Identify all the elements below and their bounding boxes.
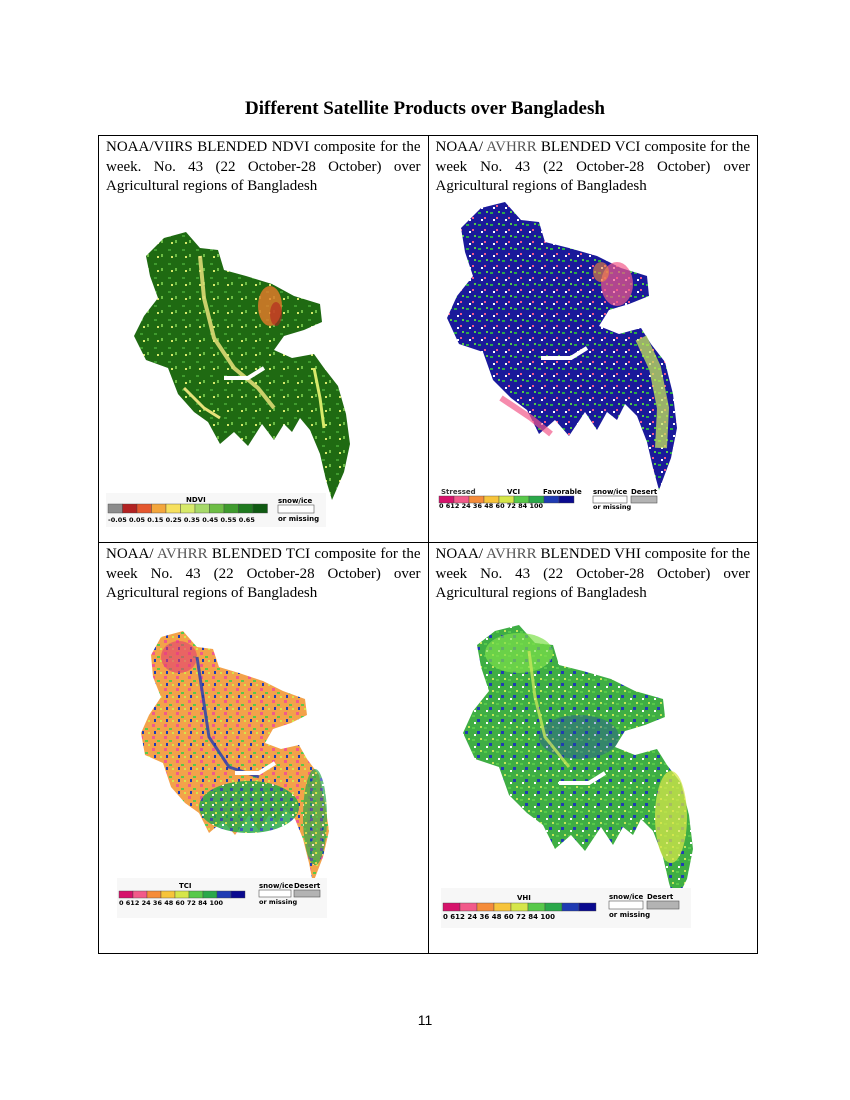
legend-swatch <box>230 890 246 899</box>
tci-snow-swatch <box>258 889 292 898</box>
legend-swatch <box>510 902 528 912</box>
vci-favorable-label: Favorable <box>543 488 582 496</box>
vhi-missing-label: or missing <box>609 911 650 919</box>
legend-swatch <box>174 890 190 899</box>
vhi-map <box>459 617 729 907</box>
legend-swatch <box>202 890 218 899</box>
vci-panel: NOAA/ AVHRR BLENDED VCI composite for th… <box>427 135 758 543</box>
tci-desert-label: Desert <box>294 882 321 890</box>
legend-swatch <box>476 902 494 912</box>
legend-swatch <box>151 503 167 514</box>
vhi-color-bar <box>442 902 596 912</box>
legend-swatch <box>459 902 477 912</box>
vhi-caption: NOAA/ AVHRR BLENDED VHI composite for th… <box>435 546 751 601</box>
vhi-desert-swatch <box>646 900 679 910</box>
tci-panel: NOAA/ AVHRR BLENDED TCI composite for th… <box>98 542 429 954</box>
ndvi-legend-ticks: -0.05 0.05 0.15 0.25 0.35 0.45 0.55 0.65 <box>108 516 255 524</box>
vhi-snow-swatch <box>608 900 643 910</box>
legend-swatch <box>122 503 138 514</box>
vci-legend-label: VCI <box>507 488 520 496</box>
legend-swatch <box>118 890 134 899</box>
ndvi-legend-label: NDVI <box>186 496 206 504</box>
legend-swatch <box>132 890 148 899</box>
vhi-legend-label: VHI <box>517 894 531 902</box>
vci-snow-swatch <box>592 495 627 504</box>
ndvi-color-bar <box>107 503 268 514</box>
legend-swatch <box>180 503 196 514</box>
tci-legend: TCI 0 612 24 36 48 60 72 84 100 snow/ice… <box>117 878 327 923</box>
legend-swatch <box>136 503 152 514</box>
vci-map <box>441 198 711 498</box>
vhi-legend-ticks: 0 612 24 36 48 60 72 84 100 <box>443 913 555 921</box>
legend-swatch <box>561 902 579 912</box>
ndvi-panel: NOAA/VIIRS BLENDED NDVI composite for th… <box>98 135 429 543</box>
page-number: 11 <box>417 1012 433 1028</box>
tci-legend-ticks: 0 612 24 36 48 60 72 84 100 <box>119 899 224 907</box>
legend-swatch <box>216 890 232 899</box>
tci-legend-label: TCI <box>179 882 192 890</box>
legend-swatch <box>543 495 559 504</box>
vci-desert-label: Desert <box>631 488 658 496</box>
tci-color-bar <box>118 890 246 899</box>
legend-swatch <box>165 503 181 514</box>
legend-swatch <box>252 503 268 514</box>
page-title: Different Satellite Products over Bangla… <box>245 98 605 119</box>
vhi-legend: VHI 0 612 24 36 48 60 72 84 100 snow/ice… <box>440 888 691 933</box>
ndvi-snow-swatch <box>277 504 315 514</box>
ndvi-legend: NDVI -0.05 0.05 0.15 0.25 0.35 0.45 0.55… <box>106 493 326 532</box>
tci-missing-label: or missing <box>259 898 298 906</box>
legend-swatch <box>558 495 574 504</box>
satellite-products-table: NOAA/VIIRS BLENDED NDVI composite for th… <box>98 135 758 954</box>
legend-swatch <box>578 902 596 912</box>
vci-desert-swatch <box>630 495 657 504</box>
legend-swatch <box>160 890 176 899</box>
legend-swatch <box>146 890 162 899</box>
legend-swatch <box>493 902 511 912</box>
vhi-snow-label: snow/ice <box>609 893 644 901</box>
legend-swatch <box>188 890 204 899</box>
legend-swatch <box>223 503 239 514</box>
legend-swatch <box>442 902 460 912</box>
vci-caption: NOAA/ AVHRR BLENDED VCI composite for th… <box>435 139 751 194</box>
tci-map <box>139 627 359 897</box>
legend-swatch <box>544 902 562 912</box>
tci-snow-label: snow/ice <box>259 882 294 890</box>
tci-caption: NOAA/ AVHRR BLENDED TCI composite for th… <box>106 546 421 601</box>
legend-swatch <box>107 503 123 514</box>
legend-swatch <box>194 503 210 514</box>
ndvi-caption: NOAA/VIIRS BLENDED NDVI composite for th… <box>106 139 421 194</box>
vhi-desert-label: Desert <box>647 893 674 901</box>
ndvi-snow-label: snow/ice <box>278 497 313 505</box>
tci-desert-swatch <box>293 889 321 898</box>
vci-missing-label: or missing <box>593 503 632 511</box>
legend-swatch <box>527 902 545 912</box>
vci-color-bar <box>438 495 574 504</box>
legend-swatch <box>238 503 254 514</box>
ndvi-missing-label: or missing <box>278 515 319 523</box>
vhi-panel: NOAA/ AVHRR BLENDED VHI composite for th… <box>427 542 758 954</box>
vci-stressed-label: Stressed <box>441 488 476 496</box>
vci-snow-label: snow/ice <box>593 488 628 496</box>
vci-legend-ticks: 0 612 24 36 48 60 72 84 100 <box>439 502 544 510</box>
ndvi-map <box>124 218 364 508</box>
legend-swatch <box>209 503 225 514</box>
vci-legend: Stressed VCI Favorable 0 612 24 36 48 60… <box>437 486 665 525</box>
